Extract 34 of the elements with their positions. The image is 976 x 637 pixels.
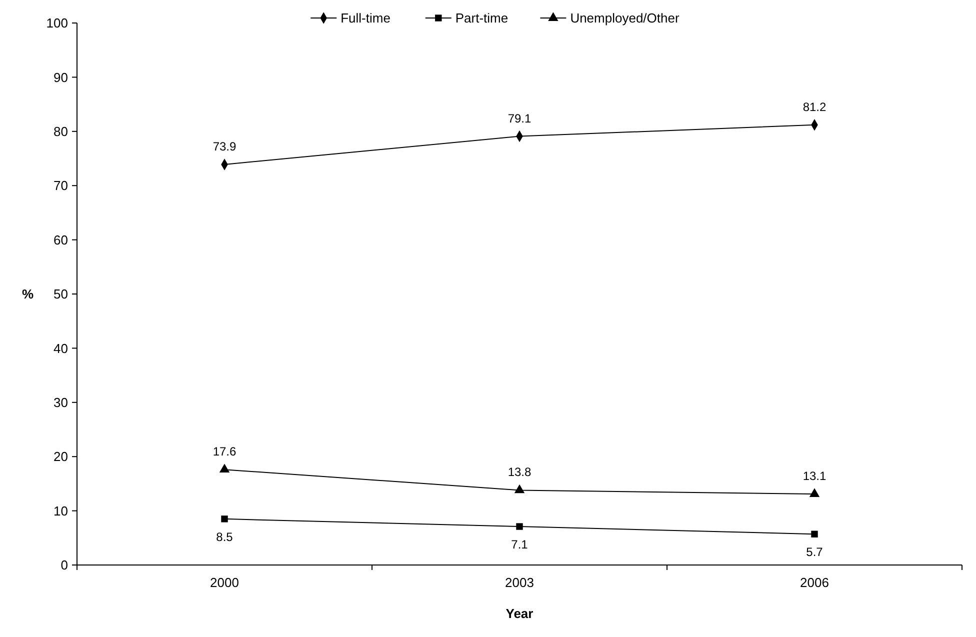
data-label: 73.9 <box>212 139 236 154</box>
y-tick-label: 100 <box>46 16 68 31</box>
point <box>516 523 523 530</box>
x-axis-title: Year <box>506 606 534 621</box>
y-tick-label: 20 <box>54 449 68 464</box>
point <box>221 516 228 522</box>
data-label: 13.1 <box>802 469 826 483</box>
y-tick-label: 30 <box>54 394 68 410</box>
data-label: 5.7 <box>806 545 824 560</box>
data-label: 13.8 <box>508 465 532 480</box>
data-label: 81.2 <box>802 100 826 114</box>
point <box>219 464 230 473</box>
y-tick-label: 50 <box>54 286 68 302</box>
y-axis-title: % <box>22 286 34 302</box>
data-label: 7.1 <box>511 538 528 552</box>
x-tick-label: 2006 <box>800 575 829 590</box>
y-tick-label: 10 <box>54 503 68 518</box>
legend-label: Part-time <box>455 10 508 26</box>
x-tick-label: 2000 <box>210 575 239 590</box>
point <box>809 488 820 497</box>
x-tick-label: 2003 <box>505 575 534 590</box>
legend-label: Unemployed/Other <box>570 10 680 26</box>
y-tick-label: 0 <box>60 558 68 573</box>
point <box>514 484 525 494</box>
y-tick-label: 40 <box>54 340 68 356</box>
point <box>811 530 818 538</box>
y-tick-label: 90 <box>54 70 68 85</box>
y-tick-label: 80 <box>54 124 68 139</box>
data-label: 8.5 <box>216 530 234 544</box>
data-label: 79.1 <box>508 111 532 126</box>
y-tick-label: 60 <box>54 232 68 248</box>
legend-label: Full-time <box>340 10 390 26</box>
data-label: 17.6 <box>212 444 236 459</box>
y-tick-label: 70 <box>54 178 68 194</box>
